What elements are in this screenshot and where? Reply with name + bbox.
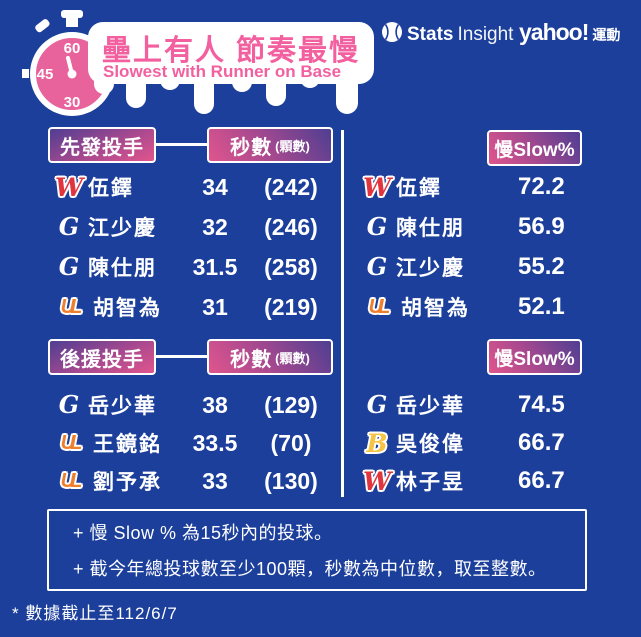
column-header-slow-pct-starters: 慢Slow%	[487, 130, 582, 166]
pitcher-name: 胡智為	[401, 297, 470, 320]
column-header-seconds-starters: 秒數 (顆數)	[207, 127, 333, 163]
seconds-value: 38	[202, 391, 228, 418]
table-row: W 伍鐸 72.2	[358, 168, 600, 206]
pitcher-name: 江少慶	[88, 217, 157, 240]
team-logo-unilions-icon: UL	[368, 296, 391, 318]
team-logo-guardians-icon: G	[58, 390, 80, 419]
pitch-count: (129)	[264, 391, 318, 418]
header-connector-line	[156, 143, 207, 146]
page-subtitle: Slowest with Runner on Base	[103, 62, 342, 81]
team-logo-dragons-icon: W	[362, 466, 392, 496]
team-logo-dragons-icon: W	[362, 172, 392, 202]
slow-pct-value: 56.9	[518, 213, 565, 240]
seconds-value: 33.5	[192, 429, 238, 456]
note-line: + 截今年總投球數至少100顆，秒數為中位數，取至整數。	[73, 559, 547, 579]
team-logo-guardians-icon: G	[366, 390, 388, 419]
svg-text:45: 45	[37, 66, 54, 83]
table-row: UL 王鏡銘 33.5 (70)	[50, 424, 336, 462]
title-drip-blob	[88, 18, 380, 123]
column-header-seconds-relievers: 秒數 (顆數)	[207, 339, 333, 375]
table-row: G 江少慶 55.2	[358, 248, 600, 286]
stats-insight-logo: Stats Insight	[381, 21, 513, 49]
table-row: W 林子昱 66.7	[358, 462, 600, 500]
pitches-header-sublabel: (顆數)	[275, 350, 310, 366]
pitcher-name: 吳俊偉	[396, 433, 465, 456]
team-logo-guardians-icon: G	[366, 212, 388, 241]
pitch-count: (258)	[264, 253, 318, 280]
seconds-value: 34	[202, 173, 228, 200]
team-logo-unilions-icon: UL	[60, 296, 83, 318]
pitcher-name: 江少慶	[396, 257, 465, 280]
team-logo-brothers-icon: B	[366, 428, 388, 458]
slow-pct-value: 74.5	[518, 391, 565, 418]
baseball-icon	[381, 21, 403, 49]
slow-pct-header-label: 慢Slow%	[494, 348, 575, 370]
stats-insight-light: Insight	[457, 24, 514, 45]
seconds-header-label: 秒數	[230, 136, 273, 159]
pitcher-name: 陳仕朋	[396, 217, 465, 240]
svg-text:60: 60	[64, 40, 81, 57]
note-line: + 慢 Slow % 為15秒內的投球。	[73, 523, 333, 543]
team-logo-unilions-icon: UL	[60, 470, 83, 492]
table-row: G 江少慶 32 (246)	[50, 208, 336, 246]
table-row: W 伍鐸 34 (242)	[50, 168, 336, 206]
notes-box: + 慢 Slow % 為15秒內的投球。 + 截今年總投球數至少100顆，秒數為…	[47, 509, 587, 591]
slow-pct-value: 66.7	[518, 467, 565, 494]
seconds-value: 33	[202, 467, 228, 494]
table-row: G 陳仕朋 31.5 (258)	[50, 248, 336, 286]
table-row: UL 胡智為 52.1	[358, 288, 600, 326]
svg-text:30: 30	[64, 94, 81, 111]
table-row: UL 胡智為 31 (219)	[50, 288, 336, 326]
slow-pct-value: 55.2	[518, 253, 565, 280]
pitcher-name: 王鏡銘	[93, 433, 162, 456]
header-connector-line	[156, 355, 207, 358]
seconds-value: 32	[202, 213, 228, 240]
pitch-count: (130)	[264, 467, 318, 494]
group-header-starters: 先發投手	[48, 127, 156, 163]
column-divider	[341, 130, 344, 497]
group-header-label: 後援投手	[60, 348, 144, 371]
seconds-header-label: 秒數	[230, 348, 273, 371]
pitch-count: (242)	[264, 173, 318, 200]
stats-insight-bold: Stats	[407, 24, 454, 45]
pitcher-name: 伍鐸	[396, 177, 442, 200]
data-cutoff-note: * 數據截止至112/6/7	[12, 604, 178, 623]
group-header-relievers: 後援投手	[48, 339, 156, 375]
team-logo-dragons-icon: W	[54, 172, 84, 202]
pitcher-name: 劉予承	[93, 471, 162, 494]
group-header-label: 先發投手	[60, 136, 144, 159]
yahoo-sports-logo: yahoo! 運動	[519, 19, 620, 46]
pitch-count: (219)	[264, 293, 318, 320]
pitcher-name: 伍鐸	[88, 177, 134, 200]
seconds-value: 31.5	[192, 253, 238, 280]
team-logo-unilions-icon: UL	[60, 432, 83, 454]
pitcher-name: 岳少華	[396, 395, 465, 418]
slow-pct-value: 52.1	[518, 293, 565, 320]
table-row: G 岳少華 74.5	[358, 386, 600, 424]
pitcher-name: 林子昱	[396, 471, 465, 494]
pitcher-name: 胡智為	[93, 297, 162, 320]
team-logo-guardians-icon: G	[366, 252, 388, 281]
table-row: G 陳仕朋 56.9	[358, 208, 600, 246]
seconds-value: 31	[202, 293, 228, 320]
table-row: UL 劉予承 33 (130)	[50, 462, 336, 500]
slow-pct-value: 72.2	[518, 173, 565, 200]
team-logo-guardians-icon: G	[58, 212, 80, 241]
pitch-count: (70)	[270, 429, 312, 456]
yahoo-sports-suffix: 運動	[592, 27, 621, 43]
pitcher-name: 陳仕朋	[88, 257, 157, 280]
pitcher-name: 岳少華	[88, 395, 157, 418]
yahoo-wordmark: yahoo!	[519, 19, 589, 45]
slow-pct-value: 66.7	[518, 429, 565, 456]
team-logo-guardians-icon: G	[58, 252, 80, 281]
column-header-slow-pct-relievers: 慢Slow%	[487, 339, 582, 375]
slow-pct-header-label: 慢Slow%	[494, 139, 575, 161]
table-row: B 吳俊偉 66.7	[358, 424, 600, 462]
table-row: G 岳少華 38 (129)	[50, 386, 336, 424]
pitches-header-sublabel: (顆數)	[275, 138, 310, 154]
page-title: 壘上有人 節奏最慢	[102, 35, 361, 67]
pitch-count: (246)	[264, 213, 318, 240]
